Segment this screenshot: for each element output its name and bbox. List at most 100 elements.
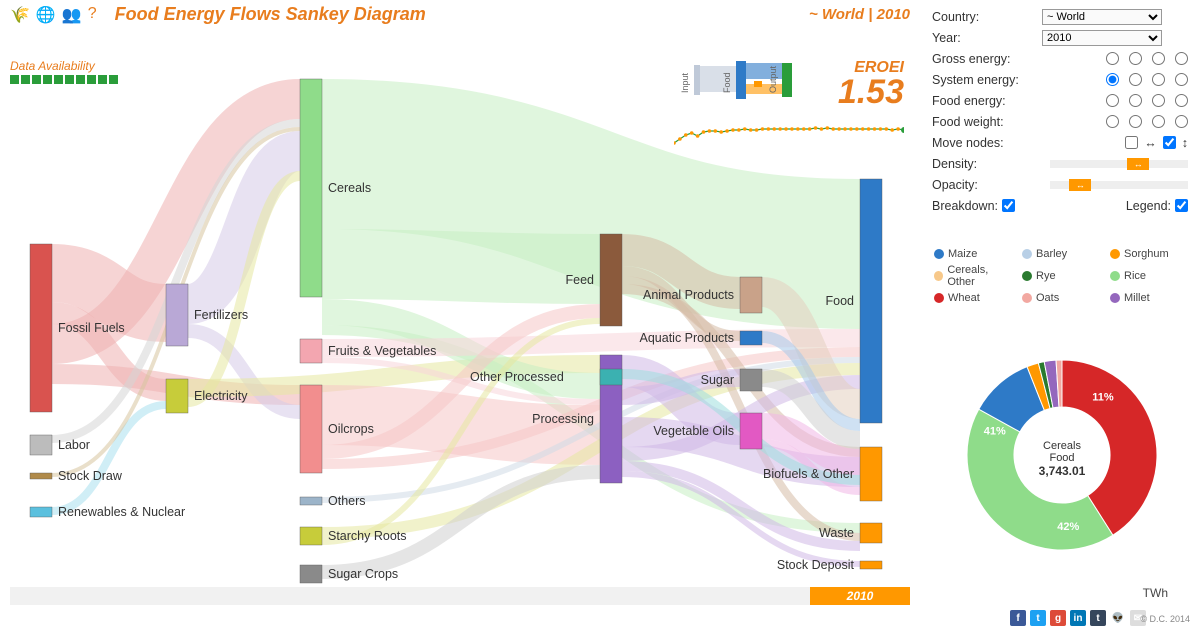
sankey-node-cereals[interactable] <box>300 79 322 297</box>
sankey-label: Biofuels & Other <box>763 467 854 481</box>
sankey-label: Fertilizers <box>194 308 248 322</box>
year-label: Year: <box>932 31 1042 45</box>
sankey-node-otherproc[interactable] <box>600 369 622 385</box>
svg-text:11%: 11% <box>1092 391 1114 403</box>
legend-item[interactable]: Oats <box>1022 292 1102 304</box>
linkedin-icon[interactable]: in <box>1070 610 1086 626</box>
legend-item[interactable]: Maize <box>934 248 1014 260</box>
sankey-node-starchy[interactable] <box>300 527 322 545</box>
sankey-link[interactable] <box>52 405 166 511</box>
year-select[interactable]: 2010 <box>1042 30 1162 46</box>
sankey-node-labor[interactable] <box>30 435 52 455</box>
sankey-link[interactable] <box>622 474 860 564</box>
sankey-label: Fossil Fuels <box>58 321 125 335</box>
sankey-node-aquatic[interactable] <box>740 331 762 345</box>
gross-radios[interactable] <box>1106 52 1188 65</box>
country-select[interactable]: ~ World <box>1042 9 1162 25</box>
system-label: System energy: <box>932 73 1042 87</box>
sankey-label: Cereals <box>328 181 371 195</box>
sankey-node-others[interactable] <box>300 497 322 505</box>
sankey-label: Stock Deposit <box>777 558 855 572</box>
year-tag[interactable]: 2010 <box>810 587 910 605</box>
sankey-node-food[interactable] <box>860 179 882 423</box>
sankey-label: Feed <box>566 273 595 287</box>
sankey-label: Fruits & Vegetables <box>328 344 436 358</box>
reddit-icon[interactable]: 👽 <box>1110 610 1126 626</box>
sankey-label: Sugar <box>701 373 734 387</box>
facebook-icon[interactable]: f <box>1010 610 1026 626</box>
svg-text:Cereals: Cereals <box>1043 440 1081 452</box>
country-label: Country: <box>932 10 1042 24</box>
sankey-node-fert[interactable] <box>166 284 188 346</box>
people-icon[interactable]: 👥 <box>62 5 82 25</box>
svg-text:3,743.01: 3,743.01 <box>1039 464 1086 478</box>
sankey-label: Vegetable Oils <box>653 424 734 438</box>
sankey-label: Animal Products <box>643 288 734 302</box>
sankey-label: Others <box>328 494 366 508</box>
legend-item[interactable]: Millet <box>1110 292 1190 304</box>
sankey-node-waste[interactable] <box>860 523 882 543</box>
unit-label: TWh <box>1143 586 1168 600</box>
legend-item[interactable]: Barley <box>1022 248 1102 260</box>
breakdown-label: Breakdown: <box>932 199 998 213</box>
sankey-node-vegoils[interactable] <box>740 413 762 449</box>
sankey-diagram[interactable]: Fossil FuelsLaborStock DrawRenewables & … <box>0 29 920 589</box>
main-area: Data Availability InputFoodOutput EROEI … <box>0 29 920 609</box>
sankey-node-elec[interactable] <box>166 379 188 413</box>
legend-checkbox[interactable] <box>1175 199 1188 212</box>
weight-radios[interactable] <box>1106 115 1188 128</box>
legend-item[interactable]: Wheat <box>934 292 1014 304</box>
page-title: Food Energy Flows Sankey Diagram <box>115 4 426 25</box>
sankey-label: Processing <box>532 412 594 426</box>
density-label: Density: <box>932 157 1042 171</box>
sankey-label: Oilcrops <box>328 422 374 436</box>
sankey-node-sugarcr[interactable] <box>300 565 322 583</box>
gross-label: Gross energy: <box>932 52 1042 66</box>
sankey-label: Aquatic Products <box>640 331 735 345</box>
sankey-node-feed[interactable] <box>600 234 622 326</box>
controls-panel: Country: ~ World Year: 2010 Gross energy… <box>932 6 1200 216</box>
sankey-node-stockdep[interactable] <box>860 561 882 569</box>
legend-item[interactable]: Cereals, Other <box>934 264 1014 288</box>
sankey-label: Electricity <box>194 389 248 403</box>
help-icon[interactable]: ? <box>88 5 97 25</box>
svg-text:Food: Food <box>1049 452 1074 464</box>
sankey-node-biofuels[interactable] <box>860 447 882 501</box>
twitter-icon[interactable]: t <box>1030 610 1046 626</box>
food-radios[interactable] <box>1106 94 1188 107</box>
sankey-node-fruits[interactable] <box>300 339 322 363</box>
svg-text:42%: 42% <box>1057 521 1079 533</box>
svg-text:41%: 41% <box>984 426 1006 438</box>
food-label: Food energy: <box>932 94 1042 108</box>
sankey-node-stockdraw[interactable] <box>30 473 52 479</box>
share-bar: ftgint👽✉ <box>1010 610 1146 626</box>
sankey-link[interactable] <box>322 264 600 269</box>
sankey-label: Other Processed <box>470 370 564 384</box>
legend-item[interactable]: Rice <box>1110 264 1190 288</box>
legend-item[interactable]: Sorghum <box>1110 248 1190 260</box>
context-label: ~ World | 2010 <box>809 6 910 23</box>
move-label: Move nodes: <box>932 136 1042 150</box>
opacity-slider[interactable]: ↔ <box>1050 181 1188 189</box>
opacity-label: Opacity: <box>932 178 1042 192</box>
sankey-label: Renewables & Nuclear <box>58 505 185 519</box>
header-icons: 🌾 🌐 👥 ? <box>10 5 97 25</box>
system-radios[interactable] <box>1106 73 1188 86</box>
sankey-node-oilcrops[interactable] <box>300 385 322 473</box>
sankey-node-animal[interactable] <box>740 277 762 313</box>
move-nodes-controls[interactable]: ↔ ↕ <box>1125 136 1188 150</box>
breakdown-checkbox[interactable] <box>1002 199 1015 212</box>
legend-item[interactable]: Rye <box>1022 264 1102 288</box>
globe-icon[interactable]: 🌐 <box>36 5 56 25</box>
leaf-icon[interactable]: 🌾 <box>10 5 30 25</box>
density-slider[interactable]: ↔ <box>1050 160 1188 168</box>
tumblr-icon[interactable]: t <box>1090 610 1106 626</box>
year-slider[interactable]: 2010 <box>10 587 910 605</box>
sankey-label: Food <box>826 294 855 308</box>
google-icon[interactable]: g <box>1050 610 1066 626</box>
donut-chart[interactable]: 11% 42% 41% CerealsFood3,743.01 <box>947 340 1177 570</box>
sankey-node-sugar[interactable] <box>740 369 762 391</box>
sankey-node-renew[interactable] <box>30 507 52 517</box>
sankey-label: Waste <box>819 526 854 540</box>
sankey-node-fossil[interactable] <box>30 244 52 412</box>
